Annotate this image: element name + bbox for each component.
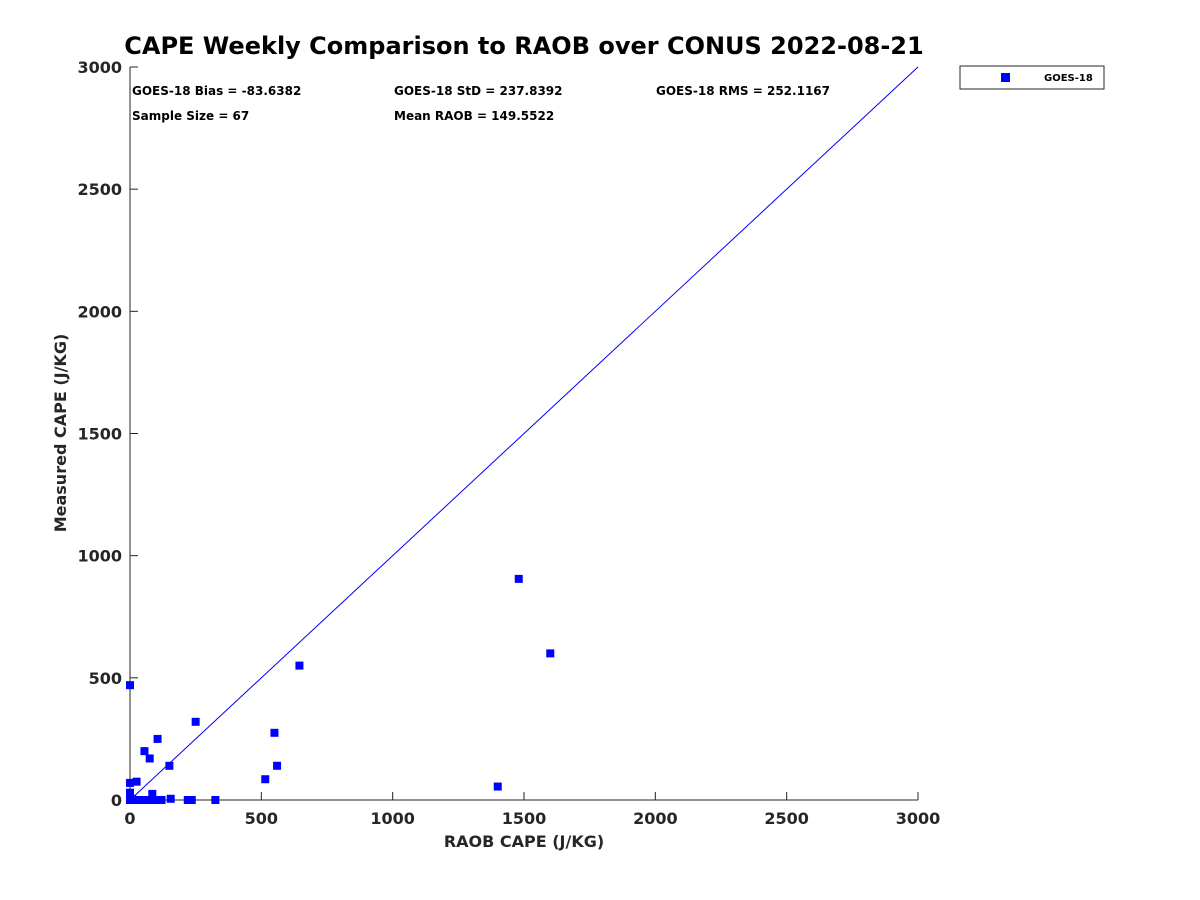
x-tick-label: 3000 bbox=[896, 809, 941, 828]
y-ticks: 0 500 1000 1500 2000 2500 3000 bbox=[77, 58, 138, 810]
scatter-points bbox=[126, 574, 555, 804]
data-point bbox=[187, 796, 196, 804]
stat-mean-raob: Mean RAOB = 149.5522 bbox=[394, 109, 554, 123]
stat-std: GOES-18 StD = 237.8392 bbox=[394, 84, 563, 98]
y-tick-label: 2000 bbox=[77, 302, 122, 321]
data-point bbox=[165, 761, 174, 770]
y-tick-label: 1000 bbox=[77, 547, 122, 566]
data-point bbox=[126, 681, 134, 690]
x-tick-label: 2000 bbox=[633, 809, 678, 828]
data-point bbox=[144, 796, 153, 804]
data-point bbox=[126, 788, 134, 797]
data-point bbox=[514, 574, 523, 583]
data-point bbox=[493, 782, 502, 791]
data-point bbox=[166, 794, 175, 803]
x-tick-label: 2500 bbox=[764, 809, 809, 828]
legend-marker-goes-18 bbox=[1001, 73, 1010, 82]
chart-title: CAPE Weekly Comparison to RAOB over CONU… bbox=[124, 32, 923, 60]
y-axis-label: Measured CAPE (J/KG) bbox=[51, 334, 70, 533]
data-point bbox=[261, 775, 270, 784]
data-point bbox=[132, 777, 141, 786]
stat-rms: GOES-18 RMS = 252.1167 bbox=[656, 84, 830, 98]
data-point bbox=[126, 778, 134, 787]
y-tick-label: 2500 bbox=[77, 180, 122, 199]
data-point bbox=[191, 717, 200, 726]
x-tick-label: 1000 bbox=[370, 809, 415, 828]
x-axis-label: RAOB CAPE (J/KG) bbox=[444, 832, 604, 851]
data-point bbox=[295, 661, 304, 670]
y-tick-label: 500 bbox=[89, 669, 122, 688]
legend-label-goes-18: GOES-18 bbox=[1044, 73, 1093, 84]
x-tick-label: 0 bbox=[124, 809, 135, 828]
legend: GOES-18 bbox=[959, 65, 1105, 90]
data-point bbox=[273, 761, 282, 770]
y-tick-label: 1500 bbox=[77, 425, 122, 444]
one-to-one-reference-line bbox=[129, 66, 919, 801]
data-point bbox=[148, 789, 157, 798]
data-point bbox=[157, 796, 166, 804]
y-tick-label: 3000 bbox=[77, 58, 122, 77]
legend-box bbox=[959, 65, 1105, 90]
data-point bbox=[211, 796, 220, 804]
stat-sample-size: Sample Size = 67 bbox=[132, 109, 249, 123]
stat-bias: GOES-18 Bias = -83.6382 bbox=[132, 84, 301, 98]
data-point bbox=[145, 754, 154, 763]
data-point bbox=[546, 649, 555, 658]
y-tick-label: 0 bbox=[111, 791, 122, 810]
x-tick-label: 1500 bbox=[502, 809, 547, 828]
data-point bbox=[270, 728, 279, 737]
x-ticks: 0 500 1000 1500 2000 2500 3000 bbox=[124, 792, 940, 828]
x-tick-label: 500 bbox=[245, 809, 278, 828]
data-point bbox=[140, 747, 149, 756]
data-point bbox=[153, 734, 162, 743]
